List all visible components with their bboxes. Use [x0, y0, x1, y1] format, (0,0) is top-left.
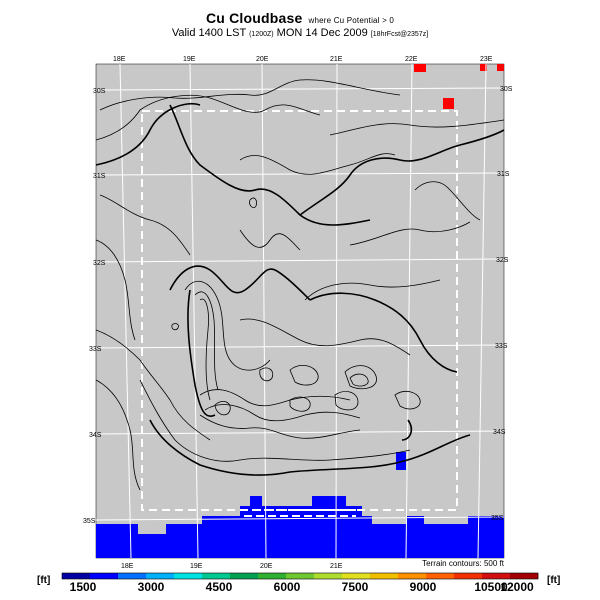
title-block: Cu Cloudbase where Cu Potential > 0 Valid… [0, 10, 600, 39]
colorbar-segment [370, 573, 399, 579]
page-title: Cu Cloudbase [205, 10, 303, 26]
lon-label-top: 19E [183, 56, 196, 63]
inner-domain-box [141, 110, 458, 511]
lat-label-right: 32S [496, 257, 509, 264]
colorbar-tick-label: 10500 [474, 580, 508, 594]
lat-label-right: 31S [497, 171, 510, 178]
colorbar-labels: 1500 3000 4500 6000 7500 9000 10500 1200… [62, 580, 538, 594]
terrain-contours [95, 79, 505, 491]
lon-label-bottom: 20E [260, 563, 273, 570]
terrain-contour-note: Terrain contours: 500 ft [422, 559, 504, 568]
colorbar-segment [510, 573, 539, 579]
lon-label-top: 21E [330, 56, 343, 63]
valid-time-code: (1200Z) [249, 31, 274, 38]
cloudbase-red-cell [443, 98, 454, 109]
colorbar-segment [426, 573, 455, 579]
lat-label-right: 30S [500, 86, 513, 93]
unit-left: [ft] [37, 575, 51, 586]
colorbar-segment [482, 573, 511, 579]
colorbar-segment [202, 573, 231, 579]
lat-label-right: 33S [495, 343, 508, 350]
lat-label-left: 31S [93, 173, 106, 180]
run-info: [18hrFcst@2357z] [370, 31, 429, 38]
lat-label-left: 35S [83, 518, 96, 525]
colorbar-segment [62, 573, 91, 579]
lon-label-bottom: 18E [121, 563, 134, 570]
cloudbase-red-cell [414, 64, 426, 72]
colorbar-segment [230, 573, 259, 579]
colorbar-tick-label: 3000 [137, 580, 165, 594]
cloudbase-red-cell [480, 64, 487, 71]
coastline-dash [240, 509, 360, 517]
lat-lon-grid [95, 63, 505, 559]
colorbar [61, 572, 539, 580]
colorbar-tick-label: 6000 [273, 580, 301, 594]
colorbar-border [61, 572, 539, 580]
colorbar-tick-label: 7500 [341, 580, 369, 594]
lon-label-top: 18E [113, 56, 126, 63]
lat-label-left: 30S [93, 88, 106, 95]
colorbar-segment [454, 573, 483, 579]
valid-time: Valid 1400 LST [171, 27, 247, 39]
lon-label-bottom: 21E [330, 563, 343, 570]
map-background [95, 63, 505, 559]
lat-label-left: 34S [89, 432, 102, 439]
title-suffix: where Cu Potential > 0 [308, 16, 395, 25]
lon-label-top: 22E [405, 56, 418, 63]
colorbar-segment [342, 573, 371, 579]
cloudbase-red-cell [497, 64, 504, 71]
colorbar-segment [90, 573, 119, 579]
lon-label-top: 23E [480, 56, 493, 63]
colorbar-segment [314, 573, 343, 579]
colorbar-segment [286, 573, 315, 579]
lon-label-top: 20E [256, 56, 269, 63]
lat-label-right: 35S [491, 515, 504, 522]
lat-label-right: 34S [493, 429, 506, 436]
colorbar-tick-label: 1500 [69, 580, 97, 594]
colorbar-segment [258, 573, 287, 579]
lon-label-bottom: 19E [190, 563, 203, 570]
valid-date: MON 14 Dec 2009 [276, 27, 368, 39]
colorbar-tick-label: 9000 [409, 580, 437, 594]
colorbar-segment [174, 573, 203, 579]
colorbar-segment [398, 573, 427, 579]
colorbar-segment [146, 573, 175, 579]
colorbar-tick-label: 4500 [205, 580, 233, 594]
colorbar-segment [118, 573, 147, 579]
lat-label-left: 32S [93, 260, 106, 267]
unit-right: [ft] [547, 575, 561, 586]
lat-label-left: 33S [89, 346, 102, 353]
colorbar-tick-label: 12000 [500, 580, 534, 594]
